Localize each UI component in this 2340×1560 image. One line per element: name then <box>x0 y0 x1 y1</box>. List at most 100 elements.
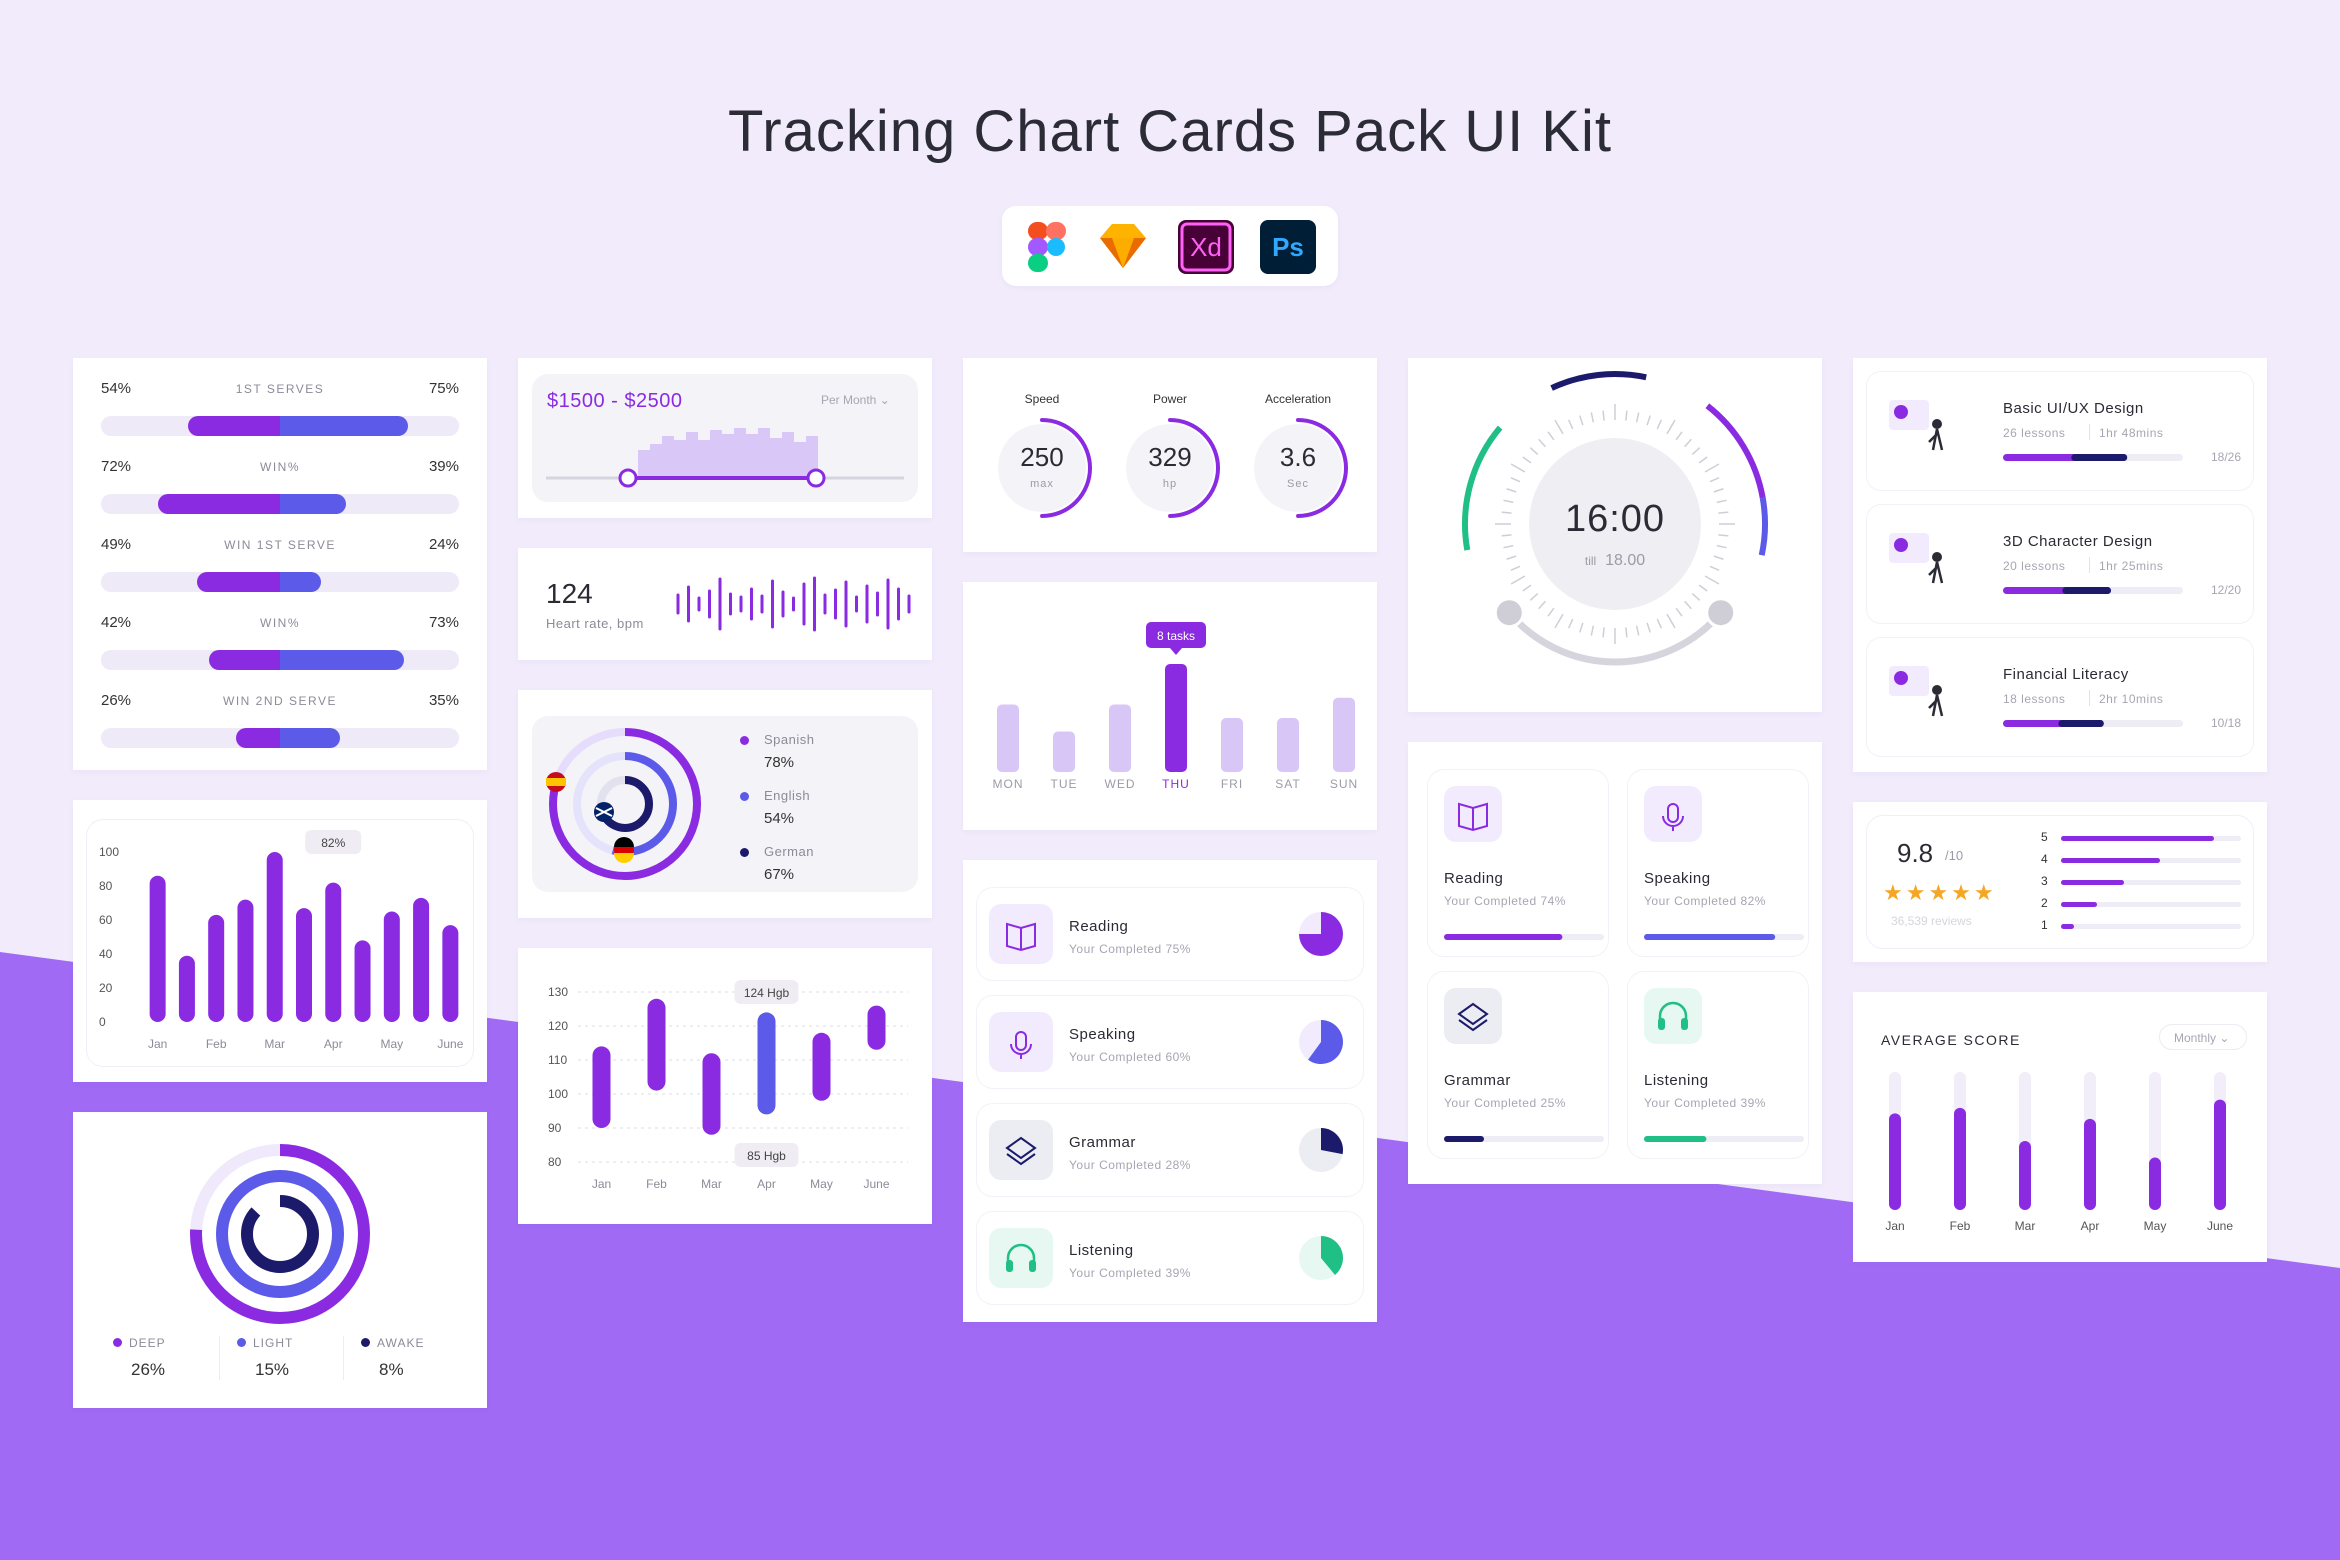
tick <box>1554 613 1564 629</box>
tick <box>1590 412 1595 423</box>
tick <box>1646 622 1651 633</box>
average-score-title: AVERAGE SCORE <box>1881 1032 2021 1048</box>
divider <box>219 1336 220 1380</box>
course-illustration-icon <box>1889 666 1944 717</box>
language-value: 54% <box>764 810 795 827</box>
x-tick-label: Apr <box>757 1177 776 1191</box>
gauge-ring <box>1120 418 1220 518</box>
serve-left-value: 42% <box>101 614 132 631</box>
serve-right-value: 39% <box>428 458 459 475</box>
gauge-unit: Sec <box>1287 478 1309 490</box>
course-duration: 1hr 25mins <box>2099 559 2164 573</box>
tick <box>1716 544 1727 549</box>
timer-arc-purple <box>1705 403 1766 499</box>
tick <box>1510 463 1526 473</box>
course-row[interactable]: Financial Literacy 18 lessons 2hr 10mins 10… <box>1867 638 2253 756</box>
day-label: WED <box>1105 777 1136 791</box>
tick <box>1684 600 1692 610</box>
sleep-rings <box>190 1144 370 1324</box>
y-tick-label: 0 <box>99 1015 106 1029</box>
rating-bar <box>2061 858 2160 863</box>
course-count: 18/26 <box>2210 450 2241 464</box>
rating-track <box>2061 924 2241 929</box>
course-illustration-icon <box>1889 400 1944 451</box>
y-tick-label: 80 <box>99 879 113 893</box>
tick <box>1713 555 1724 560</box>
tick <box>1506 488 1517 493</box>
bar <box>413 897 430 1022</box>
skill-row[interactable]: Reading Your Completed 75% <box>977 888 1363 980</box>
skill-tile[interactable]: Listening Your Completed 39% <box>1628 972 1808 1158</box>
course-illustration-icon <box>1889 533 1944 584</box>
period-dropdown[interactable]: Per Month ⌄ <box>821 393 890 407</box>
rating-outof: /10 <box>1945 848 1964 863</box>
svg-text:Ps: Ps <box>1272 232 1304 262</box>
course-row[interactable]: 3D Character Design 20 lessons 1hr 25mins 1… <box>1867 505 2253 623</box>
skill-row[interactable]: Speaking Your Completed 60% <box>977 996 1363 1088</box>
sleep-value: 15% <box>255 1360 290 1379</box>
star-rating: ★★★★★ <box>1883 880 1997 905</box>
tick <box>1675 431 1683 441</box>
skills-list-card: Reading Your Completed 75% Speaking Your Co… <box>963 860 1377 1322</box>
tick <box>1510 476 1521 483</box>
gauge-label: Speed <box>1024 392 1060 406</box>
course-row[interactable]: Basic UI/UX Design 26 lessons 1hr 48mins 18… <box>1867 372 2253 490</box>
gauge-label: Acceleration <box>1264 392 1332 406</box>
y-tick-label: 80 <box>548 1155 562 1169</box>
listening-icon <box>1658 1001 1688 1030</box>
serve-right-value: 73% <box>428 614 459 631</box>
monthly-bar-chart: 100 80 60 40 20 0 Jan Feb Mar Apr May June 82% <box>99 830 464 1051</box>
languages-card: Spanish 78% English 54% German 67% <box>518 690 932 918</box>
monthly-dropdown[interactable]: Monthly ⌄ <box>2159 1024 2247 1050</box>
legend-dot <box>740 792 749 801</box>
serve-bar-right <box>280 650 405 670</box>
bar <box>208 914 225 1022</box>
till-time: 18.00 <box>1605 552 1646 569</box>
gauge-label: Power <box>1152 392 1187 406</box>
language-name: Spanish <box>764 732 815 747</box>
tick <box>1501 534 1512 537</box>
serve-bar-left <box>235 728 290 748</box>
timer-arc-navy <box>1550 371 1647 391</box>
skill-tile[interactable]: Reading Your Completed 74% <box>1428 770 1608 956</box>
review-count: 36,539 reviews <box>1891 914 1972 928</box>
skill-tile[interactable]: Speaking Your Completed 82% <box>1628 770 1808 956</box>
tooltip <box>734 980 799 1004</box>
range-bar <box>812 1032 831 1101</box>
tick <box>1590 625 1595 636</box>
tick <box>1538 600 1546 610</box>
language-name: English <box>764 788 811 803</box>
y-tick-label: 20 <box>99 981 113 995</box>
progress-bar <box>1444 934 1563 940</box>
skills-grid-card: Reading Your Completed 74% Speaking Your Co… <box>1408 742 1822 1184</box>
rating-bar <box>2061 880 2124 885</box>
tick <box>1709 476 1720 483</box>
heart-rate-waveform <box>676 576 911 632</box>
tick <box>1656 419 1663 430</box>
x-tick-label: Feb <box>206 1037 227 1051</box>
tick <box>1691 447 1701 455</box>
course-name: Basic UI/UX Design <box>2003 400 2144 417</box>
x-tick-label: Jan <box>148 1037 167 1051</box>
grammar-icon <box>1005 1136 1037 1166</box>
task-bar <box>1109 704 1131 772</box>
reading-icon <box>1006 922 1036 952</box>
skill-row[interactable]: Grammar Your Completed 28% <box>977 1104 1363 1196</box>
timer-handle <box>1705 597 1737 629</box>
day-label: FRI <box>1221 777 1243 791</box>
app-icons-bar: Xd Ps <box>1002 206 1338 286</box>
skill-name: Reading <box>1069 918 1129 935</box>
x-tick-label: Mar <box>701 1177 722 1191</box>
legend-dot <box>237 1338 246 1347</box>
legend-dot <box>740 736 749 745</box>
price-range-card: $1500 - $2500 Per Month ⌄ <box>518 358 932 518</box>
y-tick-label: 40 <box>99 947 113 961</box>
x-tick-label: June <box>863 1177 889 1191</box>
skill-row[interactable]: Listening Your Completed 39% <box>977 1212 1363 1304</box>
x-tick-label: May <box>380 1037 403 1051</box>
tick <box>1704 575 1720 585</box>
skill-tile[interactable]: Grammar Your Completed 25% <box>1428 972 1608 1158</box>
tick <box>1698 584 1708 592</box>
y-tick-label: 100 <box>548 1087 568 1101</box>
tick <box>1635 625 1640 636</box>
